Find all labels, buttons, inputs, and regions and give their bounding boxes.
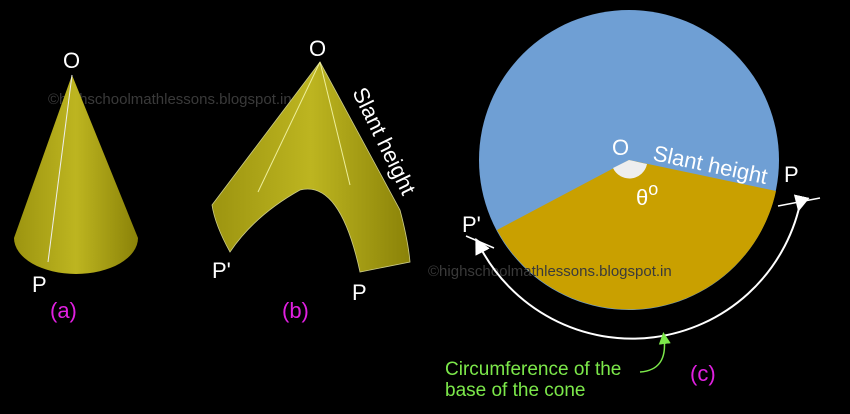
angle-mark [613, 160, 647, 179]
cone [14, 75, 138, 274]
center-label: O [612, 135, 629, 160]
watermark: ©highschoolmathlessons.blogspot.in [48, 91, 292, 108]
apex-label: O [309, 36, 326, 61]
fold [257, 61, 351, 193]
caption: (b) [282, 298, 309, 323]
angle-unit: o [648, 179, 658, 199]
arc-label: Circumference of the [445, 359, 621, 380]
apex-label: O [63, 48, 80, 73]
caption: (a) [50, 298, 77, 323]
angle-symbol: θ [636, 185, 648, 210]
arc-label: base of the cone [445, 380, 586, 401]
point-label: P' [462, 212, 481, 237]
point-label: P [784, 162, 799, 187]
caption: (c) [690, 361, 716, 386]
opened-cone [211, 61, 411, 273]
point-label: P [352, 280, 367, 305]
arc [475, 194, 810, 340]
cut-line [47, 74, 73, 263]
point-label: P' [212, 258, 231, 283]
point-label: P [32, 272, 47, 297]
watermark: ©highschoolmathlessons.blogspot.in [428, 263, 672, 280]
pointer [639, 332, 671, 373]
